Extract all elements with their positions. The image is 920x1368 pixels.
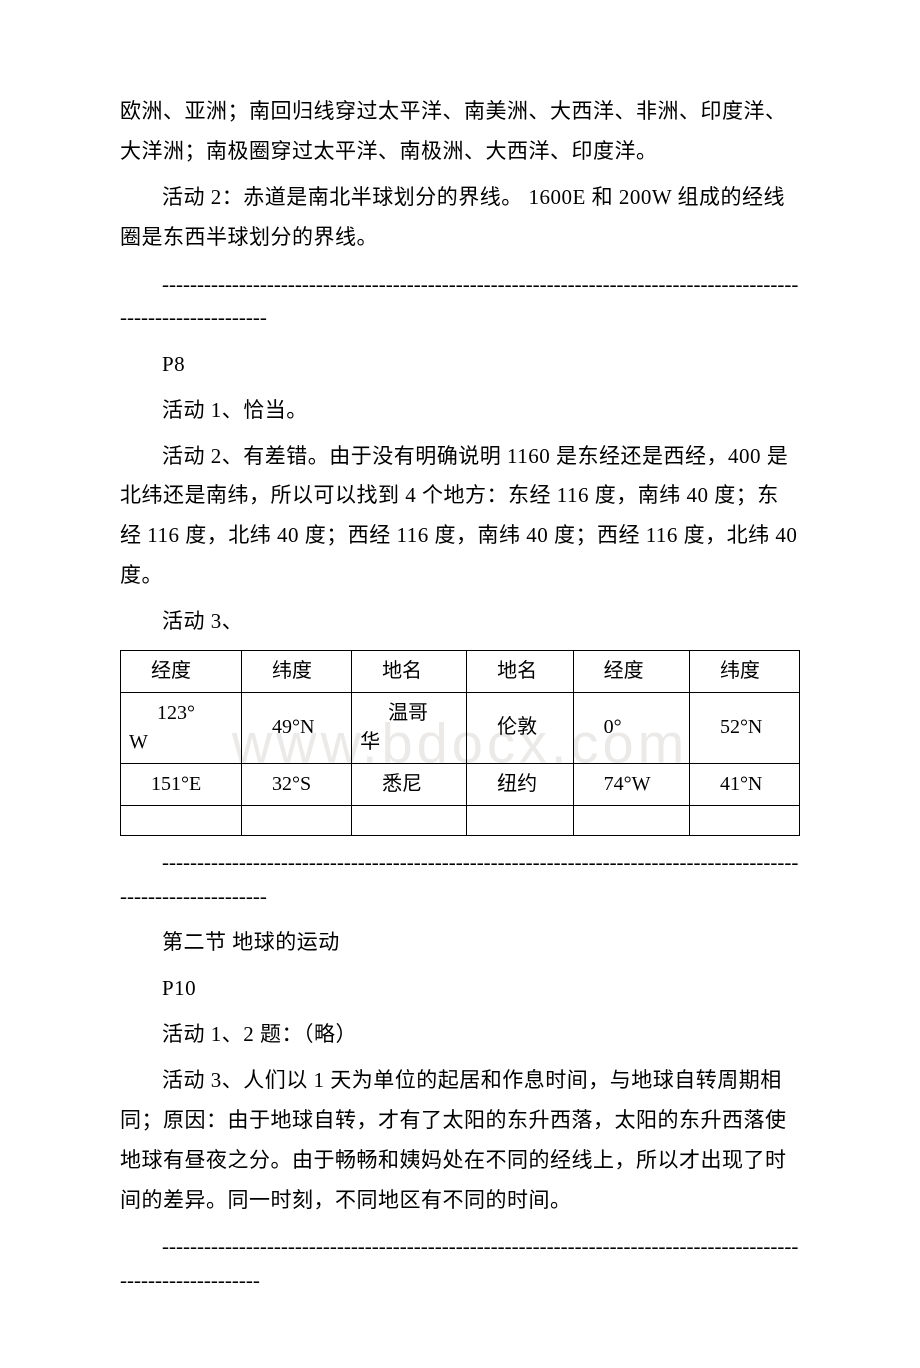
empty-cell <box>242 805 352 835</box>
empty-cell <box>573 805 689 835</box>
empty-cell <box>467 805 574 835</box>
empty-cell <box>121 805 242 835</box>
cell-newyork-lat: 41°N <box>689 763 799 805</box>
activity-2: 活动 2：赤道是南北半球划分的界线。 1600E 和 200W 组成的经线圈是东… <box>120 178 800 258</box>
cell-london-name: 伦敦 <box>467 692 574 763</box>
cell-vancouver-name: 温哥 华 <box>352 692 467 763</box>
page-ref-p8: P8 <box>120 345 800 385</box>
col-place2: 地名 <box>467 650 574 692</box>
cell-vancouver-lon: 123° W <box>121 692 242 763</box>
table-empty-row <box>121 805 800 835</box>
coordinates-table: 经度 纬度 地名 地名 经度 纬度 123° W 49°N 温哥 华 伦敦 0° <box>120 650 800 836</box>
empty-cell <box>689 805 799 835</box>
empty-cell <box>352 805 467 835</box>
table-container: www.bdocx.com 经度 纬度 地名 地名 经度 纬度 123° W 4… <box>120 650 800 836</box>
cell-london-lon: 0° <box>573 692 689 763</box>
cell-sydney-lat: 32°S <box>242 763 352 805</box>
table-row: 123° W 49°N 温哥 华 伦敦 0° 52°N <box>121 692 800 763</box>
paragraph-continuation: 欧洲、亚洲；南回归线穿过太平洋、南美洲、大西洋、非洲、印度洋、大洋洲；南极圈穿过… <box>120 92 800 172</box>
document-page: 欧洲、亚洲；南回归线穿过太平洋、南美洲、大西洋、非洲、印度洋、大洋洲；南极圈穿过… <box>0 0 920 1368</box>
activity-2-detail: 活动 2、有差错。由于没有明确说明 1160 是东经还是西经，400 是北纬还是… <box>120 437 800 597</box>
cell-london-lat: 52°N <box>689 692 799 763</box>
section-divider: ----------------------------------------… <box>120 846 800 913</box>
cell-newyork-lon: 74°W <box>573 763 689 805</box>
section-divider: ----------------------------------------… <box>120 268 800 335</box>
cell-sydney-lon: 151°E <box>121 763 242 805</box>
section-divider: ----------------------------------------… <box>120 1230 800 1297</box>
section-title: 第二节 地球的运动 <box>120 923 800 963</box>
activity-1-2: 活动 1、2 题：（略） <box>120 1015 800 1055</box>
activity-3-label: 活动 3、 <box>120 602 800 642</box>
page-ref-p10: P10 <box>120 969 800 1009</box>
cell-vancouver-lat: 49°N <box>242 692 352 763</box>
cell-newyork-name: 纽约 <box>467 763 574 805</box>
activity-3-text: 活动 3、人们以 1 天为单位的起居和作息时间，与地球自转周期相同；原因：由于地… <box>120 1061 800 1221</box>
activity-1: 活动 1、恰当。 <box>120 391 800 431</box>
table-header-row: 经度 纬度 地名 地名 经度 纬度 <box>121 650 800 692</box>
col-longitude2: 经度 <box>573 650 689 692</box>
col-place1: 地名 <box>352 650 467 692</box>
cell-sydney-name: 悉尼 <box>352 763 467 805</box>
table-row: 151°E 32°S 悉尼 纽约 74°W 41°N <box>121 763 800 805</box>
col-latitude: 纬度 <box>242 650 352 692</box>
col-longitude: 经度 <box>121 650 242 692</box>
col-latitude2: 纬度 <box>689 650 799 692</box>
